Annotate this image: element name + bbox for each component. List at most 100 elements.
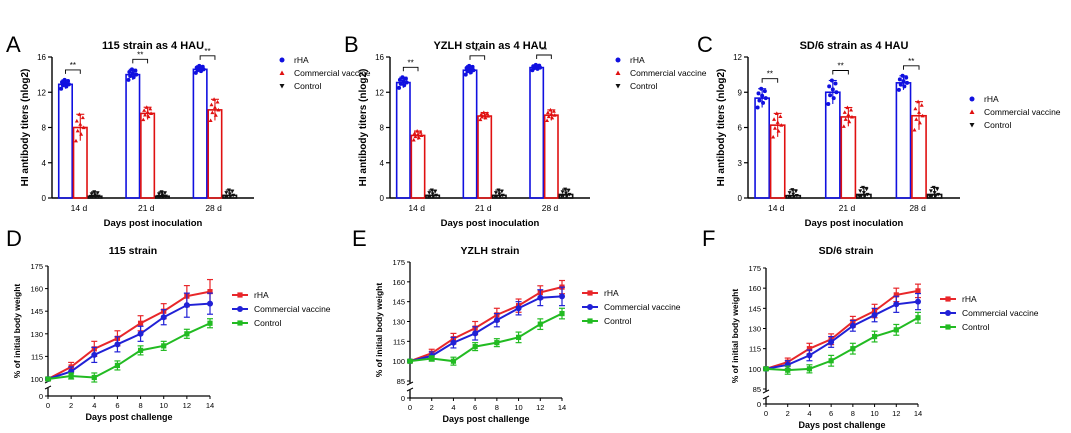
x-tick-label: 12: [183, 401, 191, 410]
data-point: [537, 294, 544, 301]
bar: [543, 114, 559, 199]
data-point: [559, 310, 565, 317]
data-point: [430, 192, 435, 197]
data-point: [902, 84, 907, 89]
data-point: [864, 187, 869, 192]
chart-title: YZLH strain: [461, 245, 520, 257]
y-tick-label: 3: [738, 159, 743, 168]
legend-marker: [587, 304, 593, 310]
data-point: [566, 188, 571, 193]
legend-label: rHA: [630, 55, 645, 65]
x-tick-label: 4: [451, 403, 455, 412]
data-point: [89, 192, 94, 197]
data-point: [400, 75, 405, 80]
x-tick-label: 8: [851, 409, 855, 418]
data-point: [847, 119, 852, 124]
legend-label: Commercial vaccine: [604, 302, 681, 312]
legend-label: Control: [984, 120, 1012, 130]
data-point: [933, 194, 938, 199]
data-point: [482, 113, 487, 117]
data-point: [149, 111, 154, 115]
data-point: [559, 293, 565, 300]
panel-letter: F: [702, 226, 715, 251]
data-point: [546, 114, 551, 119]
x-tick-label: 21 d: [138, 203, 155, 213]
panel-letter: E: [352, 226, 367, 251]
data-point: [450, 339, 457, 346]
legend-label: Commercial vaccine: [984, 107, 1061, 117]
data-point: [159, 190, 164, 194]
legend-marker: [945, 296, 951, 302]
x-tick-label: 14 d: [768, 203, 785, 213]
data-point: [216, 107, 221, 112]
data-point: [787, 191, 792, 195]
data-point: [224, 191, 229, 195]
data-point: [537, 321, 543, 327]
data-point: [494, 340, 500, 346]
y-tick-label: 160: [748, 284, 761, 293]
bar: [140, 112, 156, 199]
y-tick-label: 160: [30, 285, 43, 294]
data-point: [771, 134, 776, 139]
x-tick-label: 28 d: [205, 203, 222, 213]
significance-bracket: [132, 58, 149, 64]
significance-bracket: [65, 69, 81, 74]
x-tick-label: 0: [408, 403, 412, 412]
data-point: [463, 72, 468, 77]
data-point: [80, 115, 85, 120]
legend-marker: [615, 70, 621, 75]
bar: [125, 73, 141, 199]
data-point: [398, 81, 403, 86]
significance-label: **: [474, 47, 480, 56]
data-point: [137, 347, 144, 353]
y-tick-label: 130: [30, 330, 43, 339]
data-point: [429, 188, 434, 193]
data-point: [757, 98, 762, 103]
data-point: [551, 109, 556, 113]
data-point: [230, 189, 235, 194]
bar: [840, 116, 857, 199]
significance-bracket: [536, 54, 552, 59]
y-tick-label: 12: [37, 88, 46, 97]
data-point: [225, 194, 230, 199]
legend-marker: [279, 84, 285, 89]
data-point: [532, 66, 537, 71]
y-axis-label: HI antibody titers (nlog2): [358, 69, 369, 187]
data-point: [893, 301, 900, 308]
y-tick-label: 0: [39, 392, 43, 401]
x-tick-label: 14 d: [71, 203, 88, 213]
data-point: [828, 338, 835, 345]
panel-letter: B: [344, 32, 359, 57]
data-point: [792, 194, 797, 199]
data-point: [183, 302, 190, 309]
y-tick-label: 130: [748, 325, 761, 334]
x-tick-label: 2: [69, 401, 73, 410]
data-point: [431, 194, 436, 199]
data-point: [828, 93, 833, 98]
y-axis-label: HI antibody titers (nlog2): [20, 69, 31, 187]
series-line: [409, 286, 563, 363]
data-point: [826, 102, 831, 106]
data-point: [756, 91, 761, 96]
data-point: [791, 192, 796, 197]
y-tick-label: 12: [375, 88, 384, 97]
data-point: [912, 127, 917, 132]
data-point: [564, 191, 568, 196]
data-point: [433, 189, 438, 194]
y-tick-label: 4: [380, 159, 385, 168]
data-point: [156, 192, 161, 197]
data-point: [560, 190, 565, 194]
data-point: [419, 133, 424, 138]
data-point: [45, 376, 51, 382]
data-point: [806, 346, 813, 352]
x-tick-label: 4: [92, 401, 96, 410]
bar: [824, 91, 841, 199]
y-axis-label: % of initial body weight: [12, 284, 22, 379]
legend-label: Commercial vaccine: [294, 68, 371, 78]
data-point: [137, 320, 144, 326]
data-point: [207, 300, 213, 307]
data-point: [114, 362, 121, 369]
data-point: [429, 355, 435, 362]
data-point: [915, 288, 921, 294]
